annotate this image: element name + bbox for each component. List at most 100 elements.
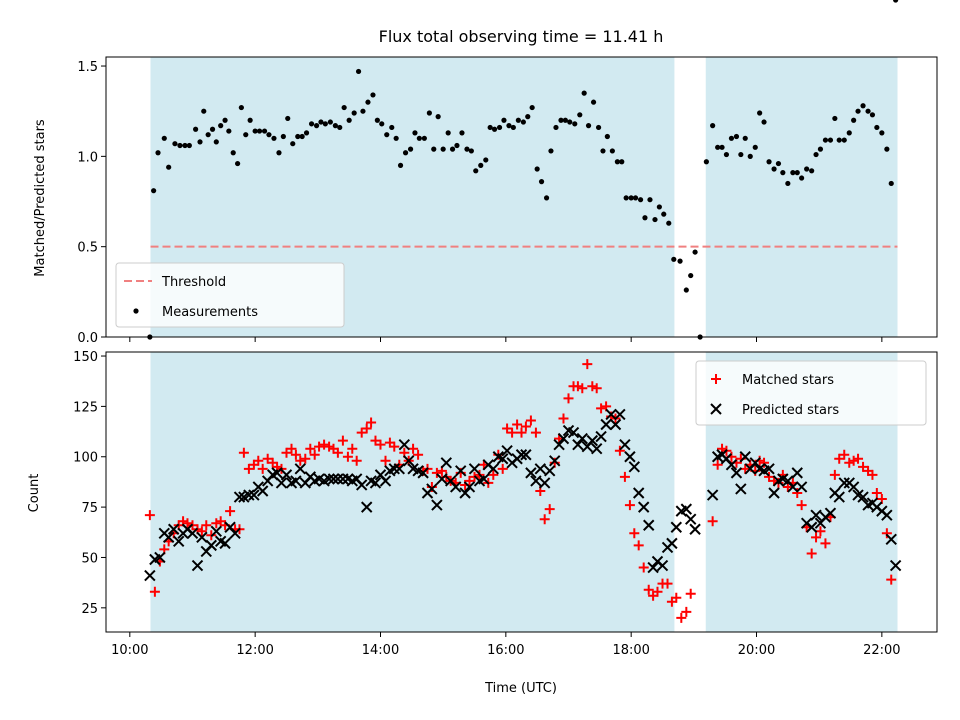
- data-point: [677, 258, 683, 264]
- data-point: [218, 123, 224, 129]
- data-point: [449, 146, 456, 152]
- data-point: [706, 489, 719, 501]
- data-point: [501, 444, 513, 457]
- data-point: [738, 151, 744, 158]
- data-point: [440, 457, 453, 469]
- data-point: [530, 475, 542, 487]
- data-point: [885, 533, 897, 546]
- data-point: [222, 117, 228, 123]
- data-point: [337, 473, 349, 485]
- data-point: [155, 150, 161, 156]
- data-point: [681, 606, 692, 617]
- data-point: [624, 500, 635, 511]
- data-point: [290, 449, 301, 460]
- data-point: [543, 195, 550, 201]
- data-point: [538, 179, 545, 185]
- data-point: [238, 104, 244, 111]
- data-point: [557, 432, 570, 445]
- data-point: [632, 487, 645, 499]
- data-point: [243, 132, 249, 138]
- data-point: [604, 133, 610, 140]
- data-point: [275, 477, 288, 489]
- data-point: [209, 126, 216, 132]
- data-point: [360, 108, 366, 114]
- data-point: [276, 150, 282, 156]
- data-point: [193, 126, 199, 132]
- data-point: [186, 527, 199, 540]
- data-point: [614, 159, 620, 165]
- data-point: [822, 137, 829, 143]
- data-point: [847, 481, 860, 493]
- data-point: [558, 117, 564, 123]
- data-point: [201, 108, 207, 114]
- data-point: [299, 133, 305, 140]
- data-point: [341, 104, 347, 111]
- data-point: [393, 463, 406, 475]
- data-point: [337, 124, 343, 131]
- data-point: [529, 104, 535, 111]
- shaded-interval-1: [150, 352, 675, 632]
- data-point: [661, 211, 667, 217]
- data-point: [388, 463, 400, 475]
- data-point: [817, 146, 824, 152]
- x-tick-label: 20:00: [738, 643, 775, 658]
- data-point: [501, 117, 507, 123]
- data-point: [860, 103, 866, 109]
- data-point: [253, 455, 264, 466]
- data-point: [520, 421, 531, 432]
- data-point: [356, 427, 367, 438]
- data-point: [520, 449, 532, 461]
- data-point: [440, 146, 446, 152]
- data-point: [305, 443, 316, 454]
- data-point: [768, 487, 780, 499]
- data-point: [857, 491, 869, 503]
- data-point: [676, 612, 687, 623]
- data-point: [455, 465, 467, 477]
- data-point: [506, 123, 512, 129]
- data-point: [666, 537, 678, 550]
- data-point: [692, 249, 698, 255]
- legend-marker: [133, 308, 139, 314]
- data-point: [761, 119, 767, 125]
- y-tick-label: 100: [73, 451, 98, 466]
- data-point: [739, 451, 751, 463]
- data-point: [219, 537, 231, 550]
- data-point: [637, 197, 644, 203]
- data-point: [809, 168, 815, 174]
- data-point: [632, 195, 639, 201]
- data-point: [577, 112, 583, 118]
- data-point: [389, 441, 400, 452]
- data-point: [785, 180, 791, 187]
- data-point: [867, 469, 878, 480]
- data-point: [633, 540, 644, 551]
- data-point: [577, 383, 588, 394]
- data-point: [893, 0, 899, 3]
- data-point: [412, 130, 418, 136]
- data-point: [728, 135, 735, 141]
- data-point: [855, 108, 861, 114]
- data-point: [149, 586, 160, 597]
- data-point: [233, 491, 246, 503]
- x-tick-label: 18:00: [612, 643, 649, 658]
- data-point: [398, 438, 411, 451]
- data-point: [191, 559, 204, 572]
- data-point: [327, 119, 333, 125]
- data-point: [829, 469, 840, 480]
- legend: Threshold Measurements: [115, 262, 345, 328]
- data-point: [417, 467, 429, 479]
- data-point: [792, 488, 803, 499]
- y-axis-label-ratio: Matched/Predicted stars: [33, 119, 48, 277]
- data-point: [280, 133, 286, 140]
- data-point: [459, 487, 471, 499]
- data-point: [172, 141, 178, 147]
- data-point: [211, 518, 222, 529]
- y-tick-label: 150: [73, 350, 98, 365]
- data-point: [361, 423, 372, 434]
- data-point: [567, 119, 573, 125]
- data-point: [530, 427, 541, 438]
- data-point: [811, 532, 822, 543]
- data-point: [790, 170, 796, 176]
- legend-label: Matched stars: [742, 373, 834, 388]
- data-point: [623, 195, 629, 201]
- y-tick-label: 75: [81, 501, 98, 516]
